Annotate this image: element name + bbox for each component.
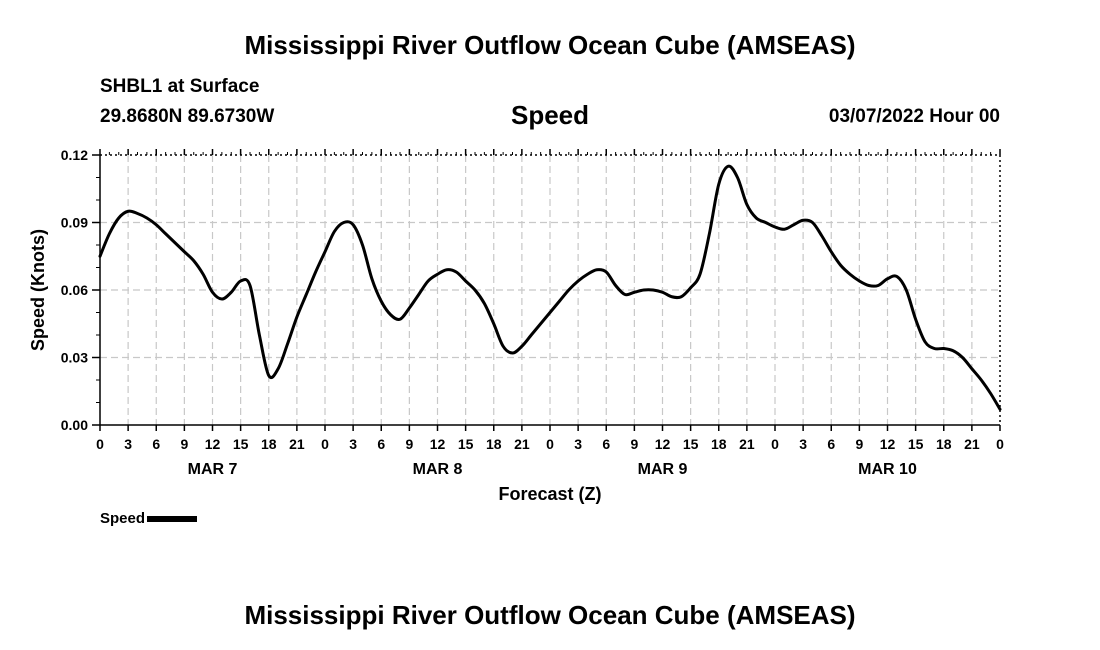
chart-main-title: Mississippi River Outflow Ocean Cube (AM… <box>244 30 856 60</box>
x-axis-title: Forecast (Z) <box>498 484 601 504</box>
x-tick-label: 9 <box>405 436 413 452</box>
x-tick-label: 6 <box>377 436 385 452</box>
x-tick-label: 21 <box>739 436 755 452</box>
x-tick-label: 3 <box>124 436 132 452</box>
x-tick-label: 9 <box>630 436 638 452</box>
x-tick-label: 21 <box>964 436 980 452</box>
x-tick-label: 0 <box>546 436 554 452</box>
x-tick-label: 15 <box>683 436 699 452</box>
speed-series-line <box>98 164 1002 411</box>
y-tick-label: 0.00 <box>61 417 88 433</box>
day-label: MAR 9 <box>638 461 688 478</box>
x-tick-label: 0 <box>996 436 1004 452</box>
x-tick-label: 0 <box>771 436 779 452</box>
legend-label: Speed <box>100 510 146 527</box>
x-tick-label: 15 <box>233 436 249 452</box>
x-tick-label: 21 <box>289 436 305 452</box>
x-tick-label: 0 <box>321 436 329 452</box>
legend: Speed <box>100 510 198 527</box>
y-tick-label: 0.12 <box>61 147 88 163</box>
station-coordinates: 29.8680N 89.6730W <box>100 106 275 127</box>
x-tick-label: 3 <box>349 436 357 452</box>
x-tick-label: 12 <box>655 436 671 452</box>
repeated-main-title: Mississippi River Outflow Ocean Cube (AM… <box>244 600 856 630</box>
x-tick-label: 3 <box>799 436 807 452</box>
x-tick-label: 6 <box>602 436 610 452</box>
y-axis-title: Speed (Knots) <box>28 229 48 351</box>
x-tick-label: 18 <box>711 436 727 452</box>
x-tick-label: 12 <box>880 436 896 452</box>
x-tick-label: 18 <box>486 436 502 452</box>
variable-title: Speed <box>510 100 590 130</box>
x-tick-label: 18 <box>936 436 952 452</box>
day-label: MAR 8 <box>413 461 463 478</box>
day-label: MAR 7 <box>188 461 238 478</box>
x-tick-label: 6 <box>827 436 835 452</box>
x-tick-label: 6 <box>152 436 160 452</box>
x-tick-label: 18 <box>261 436 277 452</box>
x-tick-label: 3 <box>574 436 582 452</box>
x-tick-label: 15 <box>458 436 474 452</box>
legend-swatch <box>147 515 198 522</box>
x-tick-label: 9 <box>855 436 863 452</box>
x-tick-label: 15 <box>908 436 924 452</box>
x-tick-label: 21 <box>514 436 530 452</box>
station-label: SHBL1 at Surface <box>100 76 260 97</box>
y-tick-label: 0.09 <box>61 215 88 231</box>
y-tick-label: 0.03 <box>61 350 88 366</box>
day-label: MAR 10 <box>858 461 917 478</box>
x-tick-label: 12 <box>205 436 221 452</box>
x-tick-label: 12 <box>430 436 446 452</box>
x-tick-label: 9 <box>180 436 188 452</box>
x-tick-label: 0 <box>96 436 104 452</box>
forecast-datetime: 03/07/2022 Hour 00 <box>828 106 1000 127</box>
y-tick-label: 0.06 <box>61 282 88 298</box>
